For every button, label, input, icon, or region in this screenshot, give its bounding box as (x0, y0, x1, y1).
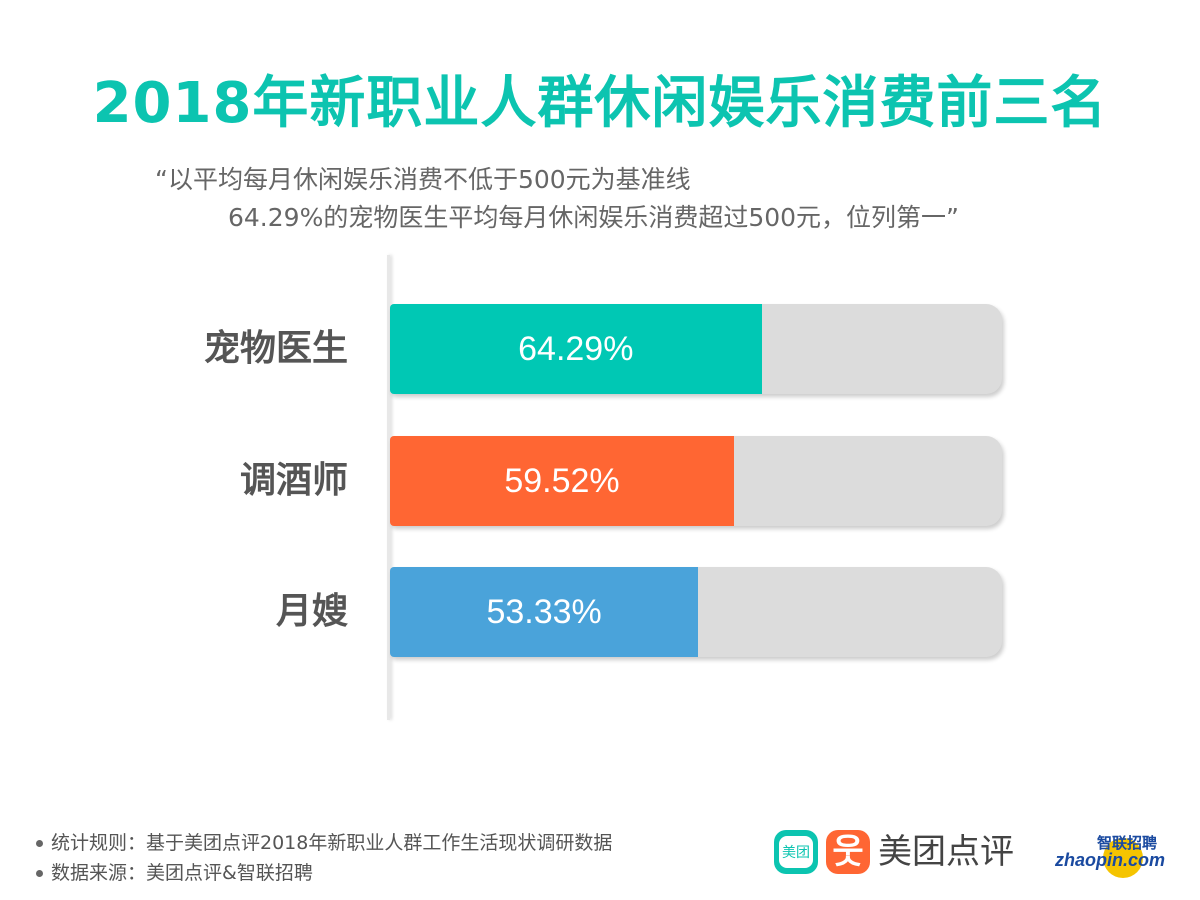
category-label: 月嫂 (275, 591, 348, 632)
page-title: 2018年新职业人群休闲娱乐消费前三名 (92, 71, 1108, 136)
data-label: 59.52% (504, 462, 620, 500)
zhaopin-en: zhaopin.com (1055, 850, 1166, 870)
footer-note-2: 数据来源：美团点评&智联招聘 (36, 858, 313, 885)
bar-track: 59.52% (390, 436, 1002, 526)
bar-track: 64.29% (390, 304, 1002, 394)
footer-note-1: 统计规则：基于美团点评2018年新职业人群工作生活现状调研数据 (36, 828, 612, 855)
bullet-icon (36, 840, 43, 847)
footer-note-text: 数据来源：美团点评&智联招聘 (51, 862, 313, 884)
zhaopin-circle-icon (1103, 838, 1143, 878)
category-axis (387, 255, 390, 720)
subtitle-line-1: “以平均每月休闲娱乐消费不低于500元为基准线 (155, 165, 691, 194)
bar (390, 567, 699, 657)
dianping-logo: 웃 (826, 830, 870, 874)
bullet-icon (36, 870, 43, 877)
data-label: 53.33% (486, 593, 602, 631)
data-label: 64.29% (518, 330, 634, 368)
footer-note-text: 统计规则：基于美团点评2018年新职业人群工作生活现状调研数据 (51, 832, 613, 854)
meituan-dianping-wordmark: 美团点评 (878, 832, 1014, 872)
bar (390, 304, 762, 394)
zhaopin-logo: 智联招聘 zhaopin.com (1055, 830, 1165, 878)
zhaopin-cn: 智联招聘 (1097, 834, 1158, 852)
meituan-logo-text: 美团 (779, 836, 813, 868)
category-label: 宠物医生 (203, 328, 348, 369)
meituan-logo: 美团 (774, 830, 818, 874)
category-label: 调酒师 (239, 460, 348, 501)
person-icon: 웃 (832, 832, 864, 872)
bar (390, 436, 735, 526)
bar-track: 53.33% (390, 567, 1002, 657)
subtitle-line-2: 64.29%的宠物医生平均每月休闲娱乐消费超过500元，位列第一” (228, 203, 959, 232)
